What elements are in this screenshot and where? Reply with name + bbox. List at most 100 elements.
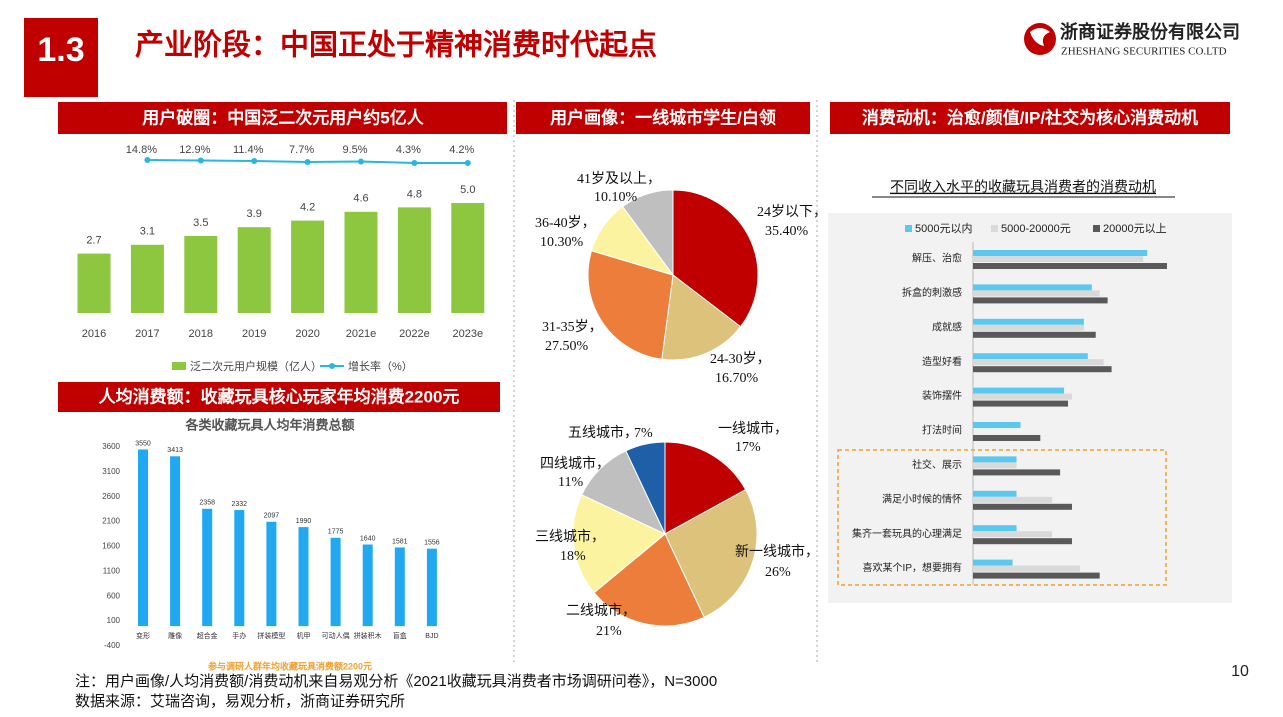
bar [130, 244, 164, 313]
y-tick-label: -400 [104, 641, 121, 650]
x-tick-label: 2023e [453, 328, 484, 340]
bar [202, 508, 213, 627]
bar [973, 503, 1072, 510]
bar [973, 263, 1167, 269]
chart-caption: 参与调研人群年均收藏玩具消费额2200元 [208, 660, 372, 671]
bar [973, 297, 1108, 304]
slice-value: 17% [735, 440, 761, 455]
data-label: 1990 [296, 518, 312, 525]
data-label: 7.7% [289, 144, 314, 156]
x-tick-label: 拼装积木 [354, 631, 382, 640]
y-tick-label: 满足小时候的情怀 [882, 492, 962, 505]
data-label: 5.0 [460, 184, 475, 196]
x-tick-label: 2018 [189, 328, 213, 340]
data-label: 4.2 [300, 202, 315, 214]
page-number: 10 [1231, 663, 1249, 680]
bar [138, 449, 148, 627]
data-label: 2358 [199, 500, 215, 507]
data-label: 3.9 [247, 208, 262, 220]
slice-label: 24-30岁， [710, 351, 771, 367]
y-tick-label: 造型好看 [922, 355, 962, 368]
slice-value: 27.50% [545, 339, 589, 354]
data-label: 9.5% [342, 144, 367, 156]
logo-english: ZHESHANG SECURITIES CO.LTD [1061, 46, 1227, 58]
bar [973, 525, 1017, 532]
data-label: 4.8 [407, 188, 422, 200]
data-label: 4.6 [353, 193, 368, 205]
slice-label: 二线城市， [566, 602, 636, 619]
legend-swatch [329, 363, 335, 369]
bar [973, 531, 1053, 538]
bar [973, 318, 1084, 325]
bar [973, 462, 1017, 469]
y-tick-label: 成就感 [932, 320, 962, 333]
data-label: 4.2% [449, 144, 474, 156]
panel-title: 用户画像：一线城市学生/白领 [550, 107, 776, 127]
x-tick-label: 盲盒 [393, 631, 407, 640]
panel-title: 消费动机：治愈/颜值/IP/社交为核心消费动机 [862, 107, 1198, 127]
bar [973, 559, 1013, 566]
slide-title: 产业阶段：中国正处于精神消费时代起点 [135, 28, 657, 62]
slice-label: 一线城市， [718, 420, 788, 437]
pie-slice [664, 441, 747, 535]
data-label: 3413 [167, 447, 183, 454]
data-label: 3.5 [193, 217, 208, 229]
legend-swatch [172, 362, 186, 370]
bar [973, 387, 1065, 394]
footnote: 注：用户画像/人均消费额/消费动机来自易观分析《2021收藏玩具消费者市场调研问… [75, 673, 717, 690]
y-tick-label: 拆盒的刺激感 [902, 286, 962, 299]
legend-swatch [1093, 225, 1100, 232]
bar [266, 521, 277, 627]
slice-label: 新一线城市， [735, 543, 819, 560]
bar [973, 456, 1017, 463]
slice-value: 10.10% [594, 190, 638, 205]
slice-value: 10.30% [540, 235, 584, 250]
slice-label: 三线城市， [535, 528, 605, 545]
slice-label: 24岁以下， [757, 204, 827, 220]
bar [973, 422, 1021, 428]
pie-slice [572, 494, 666, 594]
bar [973, 572, 1100, 579]
bar [973, 565, 1080, 572]
x-tick-label: 变形 [136, 631, 150, 640]
y-tick-label: 1600 [102, 542, 120, 551]
x-tick-label: 2022e [399, 328, 430, 340]
data-label: 1640 [360, 535, 376, 542]
line-point [144, 157, 151, 163]
bar [77, 253, 111, 313]
bar [330, 537, 341, 627]
chart-panel [828, 213, 1232, 603]
bar [234, 510, 245, 627]
x-tick-label: 2016 [82, 328, 106, 340]
slice-value: 11% [558, 475, 583, 490]
bar [973, 353, 1088, 360]
x-tick-label: 手办 [232, 631, 246, 640]
bar [973, 538, 1072, 545]
bar [973, 331, 1096, 338]
slice-value: 26% [765, 565, 791, 580]
bar [973, 400, 1069, 407]
data-label: 3.1 [140, 226, 155, 238]
x-tick-label: 拼装模型 [257, 631, 285, 640]
bar [362, 544, 373, 627]
slice-value: 18% [560, 549, 586, 564]
y-tick-label: 社交、展示 [912, 458, 962, 471]
x-tick-label: BJD [425, 633, 438, 640]
legend-swatch [905, 225, 912, 232]
panel-header [830, 102, 1230, 134]
data-label: 3550 [135, 440, 151, 447]
x-tick-label: 2021e [346, 328, 377, 340]
bar [426, 548, 437, 627]
legend-label: 5000元以内 [915, 221, 972, 235]
bar [973, 256, 1144, 262]
line-point [464, 160, 471, 166]
bar [973, 290, 1100, 297]
bar [973, 496, 1053, 503]
legend-label: 增长率（%） [348, 359, 413, 373]
data-label: 11.4% [233, 144, 264, 156]
line-point [411, 159, 418, 166]
x-tick-label: 可动人偶 [322, 631, 350, 640]
data-label: 2332 [232, 501, 248, 508]
pie-slice [593, 533, 705, 627]
